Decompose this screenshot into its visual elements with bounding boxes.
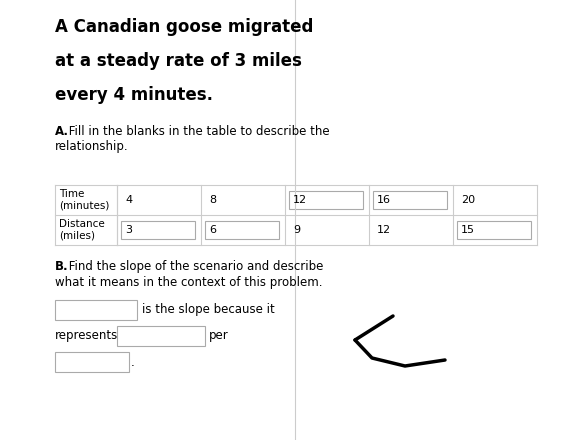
Text: 16: 16 bbox=[377, 195, 391, 205]
Text: Time
(minutes): Time (minutes) bbox=[59, 189, 109, 211]
Bar bbox=[55, 300, 137, 320]
Text: 4: 4 bbox=[125, 195, 132, 205]
Text: Fill in the blanks in the table to describe the: Fill in the blanks in the table to descr… bbox=[65, 125, 329, 138]
Text: 9: 9 bbox=[293, 225, 300, 235]
Text: 3: 3 bbox=[125, 225, 132, 235]
Text: 12: 12 bbox=[293, 195, 307, 205]
Bar bbox=[373, 191, 447, 209]
Text: 20: 20 bbox=[461, 195, 475, 205]
Text: every 4 minutes.: every 4 minutes. bbox=[55, 86, 213, 104]
Bar bbox=[117, 326, 205, 346]
Text: A Canadian goose migrated: A Canadian goose migrated bbox=[55, 18, 314, 36]
Text: what it means in the context of this problem.: what it means in the context of this pro… bbox=[55, 276, 322, 289]
Text: 8: 8 bbox=[209, 195, 216, 205]
Text: A.: A. bbox=[55, 125, 69, 138]
Bar bbox=[289, 191, 363, 209]
Text: per: per bbox=[209, 330, 229, 342]
Text: 6: 6 bbox=[209, 225, 216, 235]
Text: Distance
(miles): Distance (miles) bbox=[59, 219, 105, 241]
Text: .: . bbox=[131, 356, 135, 368]
Text: is the slope because it: is the slope because it bbox=[142, 304, 274, 316]
Text: at a steady rate of 3 miles: at a steady rate of 3 miles bbox=[55, 52, 302, 70]
Bar bbox=[205, 221, 279, 239]
Text: 15: 15 bbox=[461, 225, 475, 235]
Bar bbox=[121, 221, 195, 239]
Text: represents: represents bbox=[55, 330, 118, 342]
Text: B.: B. bbox=[55, 260, 69, 273]
Bar bbox=[55, 352, 129, 372]
Text: 12: 12 bbox=[377, 225, 391, 235]
Text: relationship.: relationship. bbox=[55, 140, 128, 153]
Bar bbox=[457, 221, 531, 239]
Text: Find the slope of the scenario and describe: Find the slope of the scenario and descr… bbox=[65, 260, 324, 273]
